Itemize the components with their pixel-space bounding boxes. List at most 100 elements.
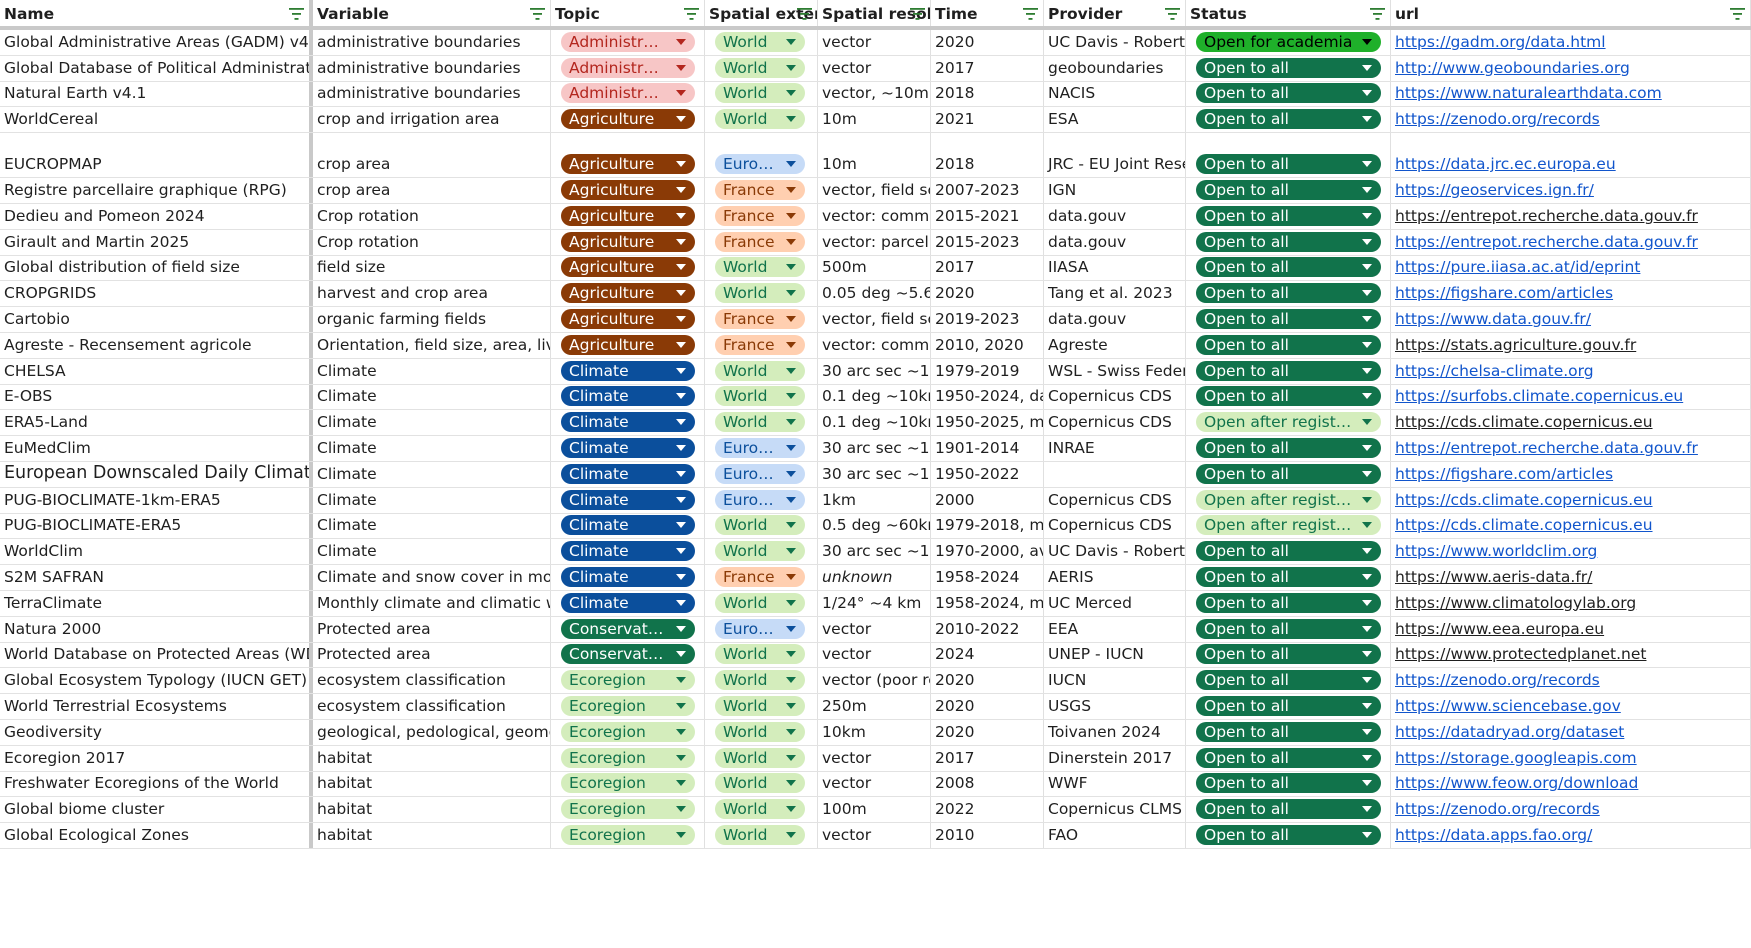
cell-topic[interactable]: Agriculture bbox=[551, 281, 705, 307]
url-link[interactable]: https://cds.climate.copernicus.eu bbox=[1395, 490, 1653, 509]
cell-url[interactable]: https://www.data.gouv.fr/ bbox=[1391, 307, 1751, 332]
cell-status[interactable]: Open for academia bbox=[1186, 30, 1391, 55]
cell-provider[interactable]: Copernicus CDS bbox=[1044, 513, 1186, 539]
url-link[interactable]: https://figshare.com/articles bbox=[1395, 464, 1614, 483]
cell-status[interactable]: Open to all bbox=[1186, 436, 1391, 461]
cell-resolution[interactable]: 100m bbox=[818, 797, 931, 823]
url-link[interactable]: https://entrepot.recherche.data.gouv.fr bbox=[1395, 232, 1698, 251]
extent-dropdown-chip[interactable]: World bbox=[715, 592, 805, 613]
extent-dropdown-chip[interactable]: World bbox=[715, 515, 805, 536]
url-link[interactable]: https://entrepot.recherche.data.gouv.fr bbox=[1395, 206, 1698, 225]
status-dropdown-chip[interactable]: Open to all bbox=[1196, 773, 1381, 794]
cell-topic[interactable]: Ecoregion bbox=[551, 797, 705, 823]
table-row[interactable]: PUG-BIOCLIMATE-1km-ERA5 Climate Climate Eur… bbox=[0, 487, 1751, 514]
cell-time[interactable]: 2010-2022 bbox=[931, 616, 1044, 642]
status-dropdown-chip[interactable]: Open to all bbox=[1196, 670, 1381, 691]
status-dropdown-chip[interactable]: Open after registration bbox=[1196, 489, 1381, 510]
cell-name[interactable]: European Downscaled Daily Climate v4 bbox=[0, 462, 313, 487]
extent-dropdown-chip[interactable]: World bbox=[715, 824, 805, 845]
table-row[interactable]: Dedieu and Pomeon 2024 Crop rotation Agric… bbox=[0, 204, 1751, 230]
cell-url[interactable]: https://gadm.org/data.html bbox=[1391, 30, 1751, 55]
cell-topic[interactable]: Climate bbox=[551, 436, 705, 461]
url-link[interactable]: http://www.geoboundaries.org bbox=[1395, 58, 1630, 77]
cell-status[interactable]: Open to all bbox=[1186, 384, 1391, 410]
status-dropdown-chip[interactable]: Open to all bbox=[1196, 386, 1381, 407]
cell-time[interactable]: 2017 bbox=[931, 255, 1044, 281]
cell-topic[interactable]: Ecoregion bbox=[551, 668, 705, 694]
cell-name[interactable]: CHELSA bbox=[0, 358, 313, 384]
url-link[interactable]: https://cds.climate.copernicus.eu bbox=[1395, 516, 1653, 535]
cell-status[interactable]: Open to all bbox=[1186, 823, 1391, 848]
cell-variable[interactable]: habitat bbox=[313, 797, 551, 823]
cell-status[interactable]: Open to all bbox=[1186, 178, 1391, 203]
topic-dropdown-chip[interactable]: Ecoregion bbox=[561, 670, 695, 691]
cell-provider[interactable]: Tang et al. 2023 bbox=[1044, 281, 1186, 307]
cell-resolution[interactable]: vector: commune bbox=[818, 204, 931, 229]
extent-dropdown-chip[interactable]: World bbox=[715, 799, 805, 820]
cell-url[interactable]: https://pure.iiasa.ac.at/id/eprint bbox=[1391, 255, 1751, 281]
cell-provider[interactable]: data.gouv bbox=[1044, 204, 1186, 229]
cell-name[interactable]: EuMedClim bbox=[0, 436, 313, 461]
cell-status[interactable]: Open to all bbox=[1186, 720, 1391, 745]
status-dropdown-chip[interactable]: Open to all bbox=[1196, 824, 1381, 845]
cell-name[interactable]: Registre parcellaire graphique (RPG) bbox=[0, 178, 313, 203]
url-link[interactable]: https://storage.googleapis.com bbox=[1395, 748, 1637, 767]
cell-time[interactable]: 2020 bbox=[931, 668, 1044, 694]
cell-url[interactable]: https://entrepot.recherche.data.gouv.fr bbox=[1391, 204, 1751, 229]
topic-dropdown-chip[interactable]: Agriculture bbox=[561, 257, 695, 278]
column-header-variable[interactable]: Variable bbox=[313, 0, 551, 26]
cell-topic[interactable]: Climate bbox=[551, 462, 705, 487]
cell-provider[interactable]: IGN bbox=[1044, 178, 1186, 203]
table-row[interactable]: Cartobio organic farming fields Agricultur… bbox=[0, 307, 1751, 333]
cell-extent[interactable]: World bbox=[705, 281, 818, 307]
cell-name[interactable]: Natural Earth v4.1 bbox=[0, 81, 313, 107]
table-row[interactable]: Global distribution of field size field s… bbox=[0, 255, 1751, 282]
cell-status[interactable]: Open after registration bbox=[1186, 487, 1391, 513]
status-dropdown-chip[interactable]: Open to all bbox=[1196, 57, 1381, 78]
cell-time[interactable]: 1901-2014 bbox=[931, 436, 1044, 461]
cell-resolution[interactable]: 250m bbox=[818, 694, 931, 719]
cell-topic[interactable]: Climate bbox=[551, 565, 705, 590]
cell-status[interactable]: Open after registration bbox=[1186, 410, 1391, 436]
cell-resolution[interactable]: vector bbox=[818, 616, 931, 642]
extent-dropdown-chip[interactable]: France bbox=[715, 179, 805, 200]
extent-dropdown-chip[interactable]: World bbox=[715, 57, 805, 78]
topic-dropdown-chip[interactable]: Climate bbox=[561, 437, 695, 458]
cell-provider[interactable]: Copernicus CDS bbox=[1044, 487, 1186, 513]
status-dropdown-chip[interactable]: Open after registration bbox=[1196, 515, 1381, 536]
cell-name[interactable]: Ecoregion 2017 bbox=[0, 745, 313, 771]
cell-extent[interactable]: World bbox=[705, 694, 818, 719]
url-link[interactable]: https://cds.climate.copernicus.eu bbox=[1395, 413, 1653, 432]
cell-topic[interactable]: Climate bbox=[551, 591, 705, 616]
cell-time[interactable]: 2015-2021 bbox=[931, 204, 1044, 229]
cell-name[interactable]: Global biome cluster bbox=[0, 797, 313, 823]
cell-extent[interactable]: World bbox=[705, 797, 818, 823]
cell-url[interactable]: https://datadryad.org/dataset bbox=[1391, 720, 1751, 745]
extent-dropdown-chip[interactable]: Europe bbox=[715, 154, 805, 175]
cell-provider[interactable]: IIASA bbox=[1044, 255, 1186, 281]
cell-time[interactable]: 2019-2023 bbox=[931, 307, 1044, 332]
cell-status[interactable]: Open to all bbox=[1186, 107, 1391, 133]
cell-time[interactable]: 2017 bbox=[931, 745, 1044, 771]
cell-provider[interactable]: Copernicus CLMS bbox=[1044, 797, 1186, 823]
cell-resolution[interactable]: vector bbox=[818, 745, 931, 771]
cell-provider[interactable]: UC Davis - Robert Hijmans bbox=[1044, 539, 1186, 565]
cell-resolution[interactable]: 1km bbox=[818, 487, 931, 513]
filter-icon[interactable] bbox=[1023, 8, 1038, 20]
cell-variable[interactable]: Climate bbox=[313, 384, 551, 410]
cell-status[interactable]: Open after registration bbox=[1186, 513, 1391, 539]
status-dropdown-chip[interactable]: Open to all bbox=[1196, 618, 1381, 639]
table-row[interactable]: WorldClim Climate Climate World 30 arc sec ~… bbox=[0, 539, 1751, 566]
cell-extent[interactable]: World bbox=[705, 358, 818, 384]
cell-provider[interactable]: NACIS bbox=[1044, 81, 1186, 107]
cell-time[interactable]: 2000 bbox=[931, 487, 1044, 513]
extent-dropdown-chip[interactable]: World bbox=[715, 747, 805, 768]
extent-dropdown-chip[interactable]: World bbox=[715, 31, 805, 52]
cell-variable[interactable]: Climate bbox=[313, 513, 551, 539]
cell-resolution[interactable]: 30 arc sec ~1 km bbox=[818, 436, 931, 461]
column-header-name[interactable]: Name bbox=[0, 0, 313, 26]
cell-status[interactable]: Open to all bbox=[1186, 255, 1391, 281]
cell-provider[interactable]: geoboundaries bbox=[1044, 55, 1186, 81]
cell-variable[interactable]: Climate bbox=[313, 539, 551, 565]
url-link[interactable]: https://geoservices.ign.fr/ bbox=[1395, 180, 1594, 199]
